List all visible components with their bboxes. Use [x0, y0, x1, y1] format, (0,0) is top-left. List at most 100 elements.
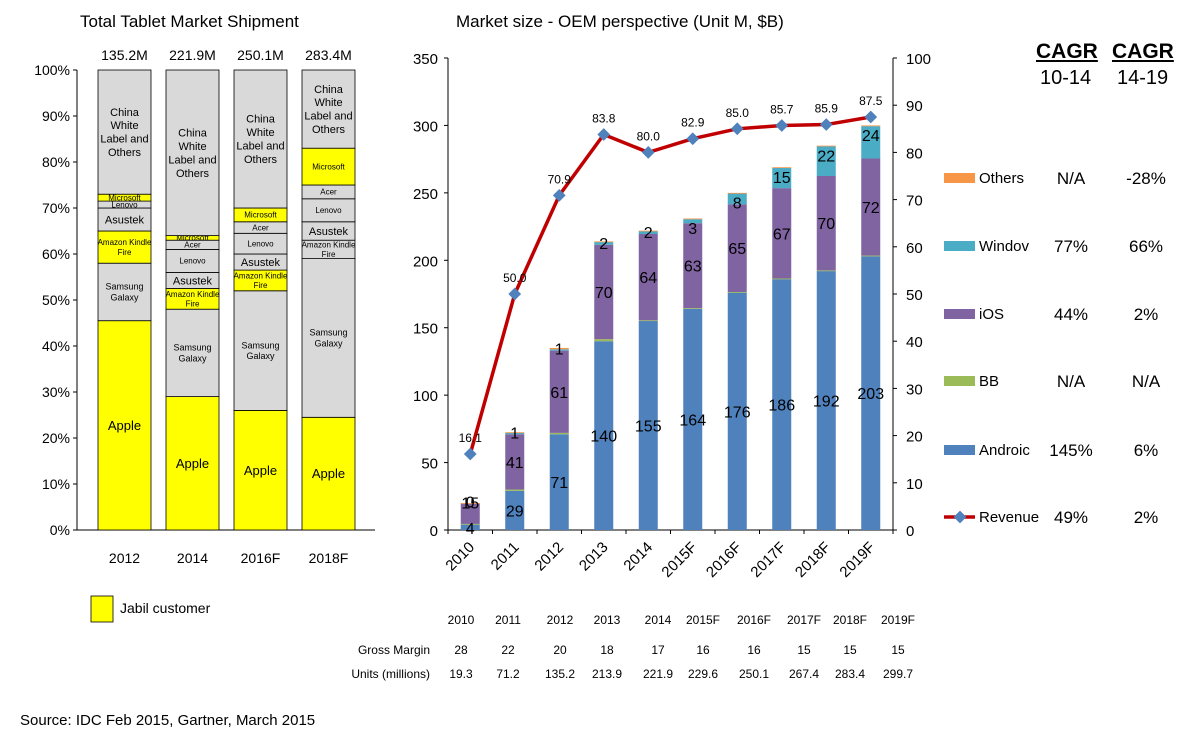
left-segment-label: Lenovo	[111, 200, 138, 209]
left-segment-label: Galaxy	[178, 354, 207, 364]
left-segment-label: Amazon Kindle	[234, 271, 288, 280]
right-bar-segment-bb	[683, 308, 703, 309]
revenue-line	[468, 115, 872, 455]
right-x-tick-label: 2016F	[703, 539, 745, 581]
left-segment-label: China	[314, 84, 344, 96]
left-y-tick-label: 40%	[42, 338, 70, 354]
right-segment-label: 70	[595, 285, 613, 302]
left-segment-label: Microsoft	[244, 211, 277, 220]
left-bar-segment	[301, 69, 356, 149]
table-year: 2013	[594, 613, 621, 627]
left-segment-label: Others	[108, 147, 142, 159]
right-x-tick-label: 2017F	[747, 539, 789, 581]
table-year: 2019F	[881, 613, 915, 627]
right-segment-label: 15	[461, 496, 479, 513]
cagr-value-14-19: 6%	[1134, 441, 1159, 460]
table-cell: 229.6	[688, 667, 718, 681]
left-segment-label: Microsoft	[108, 193, 141, 202]
right-x-tick-label: 2014	[620, 539, 656, 575]
table-cell: 15	[891, 643, 905, 657]
revenue-marker	[463, 447, 477, 461]
left-y-tick-label: 50%	[42, 292, 70, 308]
right-y-tick-label: 300	[413, 118, 438, 135]
table-cell: 20	[553, 643, 567, 657]
right-bar-segment-others	[727, 192, 747, 194]
left-bar-segment	[97, 320, 152, 531]
right-bar-segment-bb	[549, 432, 569, 435]
right-segment-label: 2	[599, 236, 608, 253]
left-segment-label: Others	[312, 124, 346, 136]
left-bar-segment	[97, 230, 152, 264]
left-y-tick-label: 90%	[42, 108, 70, 124]
left-y-tick-label: 60%	[42, 246, 70, 262]
jabil-legend-label: Jabil customer	[120, 600, 211, 616]
left-chart-title: Total Tablet Market Shipment	[80, 12, 299, 31]
cagr-header-2: CAGR	[1112, 40, 1174, 63]
right-bar-segment-ios	[505, 434, 525, 490]
right-segment-label: 4	[466, 521, 475, 538]
right-segment-label: 192	[813, 394, 840, 411]
left-x-tick-label: 2018F	[309, 550, 349, 566]
legend-swatch-ios	[944, 309, 975, 319]
revenue-label: 85.7	[770, 102, 794, 116]
right-bar-segment-bb	[460, 523, 480, 525]
right-bar-segment-android	[460, 524, 480, 530]
legend-swatch-bb	[944, 376, 975, 386]
revenue-label: 85.0	[726, 106, 750, 120]
revenue-label: 85.9	[815, 102, 839, 116]
legend-label: Windov	[979, 238, 1030, 255]
right-y-tick-label: 200	[413, 253, 438, 270]
left-segment-label: Samsung	[241, 340, 279, 350]
left-segment-label: White	[246, 127, 274, 139]
revenue-marker	[730, 122, 744, 136]
right-x-tick-label: 2015F	[658, 539, 700, 581]
right-segment-label: 72	[862, 200, 880, 217]
left-segment-label: Asustek	[241, 257, 281, 269]
right-bar-segment-ios	[460, 503, 480, 524]
left-bar-segment	[165, 69, 220, 237]
right-segment-label: 140	[590, 429, 617, 446]
right-bar-segment-ios	[861, 158, 881, 256]
table-cell: 299.7	[883, 667, 913, 681]
right-bar-segment-others	[816, 145, 836, 147]
revenue-marker	[819, 118, 833, 131]
right-y2-tick-label: 90	[906, 98, 923, 115]
table-cell: 283.4	[835, 667, 865, 681]
left-x-tick-label: 2014	[177, 550, 208, 566]
left-segment-label: Label and	[168, 154, 216, 166]
left-segment-label: White	[314, 97, 342, 109]
left-segment-label: Label and	[100, 134, 148, 146]
right-segment-label: 61	[550, 385, 568, 402]
right-bar-segment-others	[638, 230, 658, 232]
right-y-tick-label: 100	[413, 388, 438, 405]
right-bar-segment-android	[772, 279, 792, 530]
right-bar-segment-bb	[816, 270, 836, 272]
left-segment-label: Samsung	[309, 328, 347, 338]
right-segment-label: 70	[817, 216, 835, 233]
right-bar-segment-others	[549, 347, 569, 350]
left-segment-label: China	[178, 128, 208, 140]
legend-label: iOS	[979, 306, 1004, 323]
table-cell: 19.3	[449, 667, 473, 681]
left-y-tick-label: 100%	[34, 62, 70, 78]
left-segment-label: Asustek	[105, 214, 145, 226]
right-x-tick-label: 2019F	[836, 539, 878, 581]
right-bar-segment-ios	[816, 176, 836, 271]
cagr-period-2: 14-19	[1117, 67, 1169, 89]
right-bar-segment-windows	[816, 146, 836, 176]
left-y-tick-label: 0%	[50, 522, 70, 538]
cagr-value-14-19: N/A	[1132, 372, 1161, 391]
cagr-value-10-14: N/A	[1057, 372, 1086, 391]
right-bar-segment-android	[638, 320, 658, 530]
left-x-tick-label: 2016F	[241, 550, 281, 566]
right-bar-segment-android	[683, 308, 703, 530]
right-y2-tick-label: 40	[906, 334, 923, 351]
right-y2-tick-label: 0	[906, 523, 914, 540]
left-bar-segment	[97, 262, 152, 322]
right-x-tick-label: 2011	[488, 539, 523, 574]
left-segment-label: Acer	[320, 188, 337, 197]
right-segment-label: 1	[510, 425, 519, 442]
revenue-marker	[508, 287, 522, 301]
legend-label: BB	[979, 373, 999, 390]
right-bar-segment-windows	[505, 432, 525, 435]
